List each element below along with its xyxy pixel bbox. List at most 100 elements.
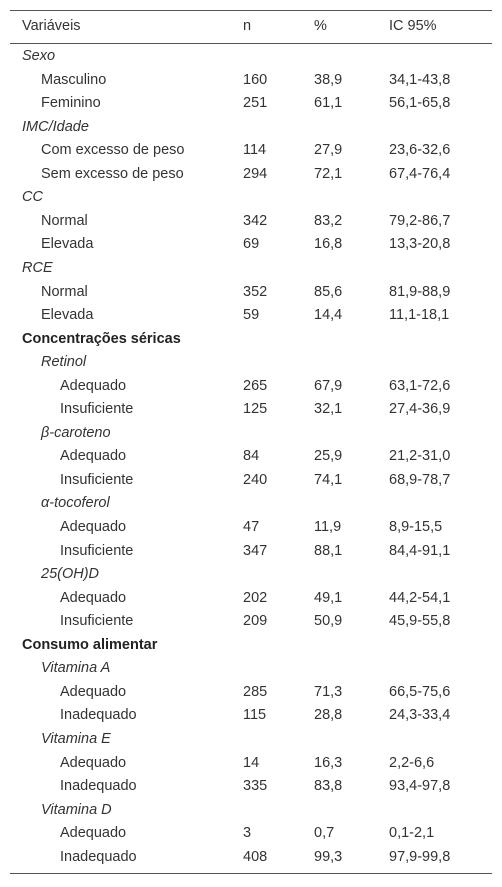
row-cell: 49,1: [314, 589, 343, 606]
row-cell: 59: [243, 307, 260, 324]
row-cell: 11,1-18,1: [389, 307, 450, 324]
row-label: Insuficiente: [60, 471, 134, 488]
header-rule: [10, 43, 492, 44]
row-cell: 352: [243, 283, 268, 300]
row-cell: 79,2-86,7: [389, 212, 451, 229]
row-cell: 408: [243, 848, 268, 865]
group-label: IMC/Idade: [22, 118, 89, 135]
header-cell: %: [314, 18, 327, 34]
row-label: Adequado: [60, 377, 127, 394]
row-cell: 125: [243, 401, 268, 418]
row-cell: 14,4: [314, 307, 343, 324]
row-cell: 83,2: [314, 212, 343, 229]
row-cell: 3: [243, 825, 252, 842]
bottom-rule: [10, 873, 492, 874]
row-cell: 67,9: [314, 377, 343, 394]
row-cell: 72,1: [314, 165, 343, 182]
row-cell: 44,2-54,1: [389, 589, 451, 606]
row-cell: 99,3: [314, 848, 343, 865]
row-cell: 38,9: [314, 71, 343, 88]
top-rule: [10, 10, 492, 11]
row-cell: 347: [243, 542, 268, 559]
row-cell: 0,7: [314, 825, 335, 842]
section-label: Concentrações séricas: [22, 330, 181, 347]
group-label: Vitamina A: [41, 660, 111, 677]
row-cell: 47: [243, 519, 260, 535]
row-cell: 45,9-55,8: [389, 613, 451, 630]
row-cell: 50,9: [314, 613, 343, 630]
row-cell: 114: [243, 142, 267, 159]
row-cell: 202: [243, 589, 268, 606]
row-cell: 67,4-76,4: [389, 165, 451, 182]
group-label: 25(OH)D: [41, 566, 100, 583]
row-cell: 63,1-72,6: [389, 377, 451, 394]
row-cell: 251: [243, 95, 268, 112]
row-label: Adequado: [60, 825, 127, 842]
row-cell: 209: [243, 613, 268, 630]
row-cell: 342: [243, 212, 268, 229]
row-label: Elevada: [41, 307, 94, 324]
row-label: Com excesso de peso: [41, 142, 185, 159]
row-label: Feminino: [41, 95, 101, 112]
row-label: Insuficiente: [60, 613, 134, 630]
row-label: Inadequado: [60, 707, 137, 724]
row-cell: 115: [243, 707, 267, 724]
row-cell: 69: [243, 236, 260, 253]
row-cell: 81,9-88,9: [389, 283, 451, 300]
row-cell: 74,1: [314, 471, 343, 488]
row-cell: 160: [243, 71, 268, 88]
row-cell: 61,1: [314, 95, 343, 112]
row-cell: 27,9: [314, 142, 343, 159]
row-cell: 23,6-32,6: [389, 142, 451, 159]
row-cell: 85,6: [314, 283, 343, 300]
row-cell: 14: [243, 754, 260, 771]
row-cell: 97,9-99,8: [389, 848, 451, 865]
header-cell: n: [243, 18, 252, 34]
row-cell: 84: [243, 448, 260, 465]
row-label: Masculino: [41, 71, 107, 88]
row-cell: 16,3: [314, 754, 343, 771]
header-cell: IC 95%: [389, 18, 437, 34]
row-label: Adequado: [60, 589, 127, 606]
section-label: Consumo alimentar: [22, 636, 158, 653]
row-cell: 240: [243, 471, 268, 488]
row-label: Insuficiente: [60, 401, 134, 418]
row-label: Inadequado: [60, 848, 137, 865]
row-cell: 335: [243, 778, 268, 795]
row-cell: 13,3-20,8: [389, 236, 451, 253]
row-label: Adequado: [60, 754, 127, 771]
row-label: Adequado: [60, 683, 127, 700]
row-label: Sem excesso de peso: [41, 165, 184, 182]
row-label: Adequado: [60, 519, 127, 535]
row-cell: 28,8: [314, 707, 343, 724]
row-cell: 93,4-97,8: [389, 778, 451, 795]
row-cell: 2,2-6,6: [389, 754, 435, 771]
group-label: β-caroteno: [41, 424, 111, 441]
row-cell: 66,5-75,6: [389, 683, 451, 700]
row-cell: 21,2-31,0: [389, 448, 451, 465]
group-label: α-tocoferol: [41, 495, 110, 512]
row-cell: 71,3: [314, 683, 343, 700]
row-label: Insuficiente: [60, 542, 134, 559]
row-cell: 0,1-2,1: [389, 825, 435, 842]
row-label: Normal: [41, 212, 88, 229]
group-label: RCE: [22, 259, 53, 276]
row-cell: 265: [243, 377, 268, 394]
row-cell: 83,8: [314, 778, 343, 795]
group-label: Vitamina D: [41, 801, 112, 818]
header-cell: Variáveis: [22, 18, 81, 34]
row-cell: 84,4-91,1: [389, 542, 451, 559]
row-cell: 34,1-43,8: [389, 71, 451, 88]
row-cell: 25,9: [314, 448, 343, 465]
row-cell: 68,9-78,7: [389, 471, 451, 488]
row-cell: 56,1-65,8: [389, 95, 451, 112]
group-label: Vitamina E: [41, 730, 111, 747]
group-label: Retinol: [41, 354, 87, 371]
row-label: Adequado: [60, 448, 127, 465]
row-label: Inadequado: [60, 778, 137, 795]
row-cell: 294: [243, 165, 268, 182]
row-cell: 88,1: [314, 542, 343, 559]
row-cell: 27,4-36,9: [389, 401, 451, 418]
row-cell: 8,9-15,5: [389, 519, 443, 535]
